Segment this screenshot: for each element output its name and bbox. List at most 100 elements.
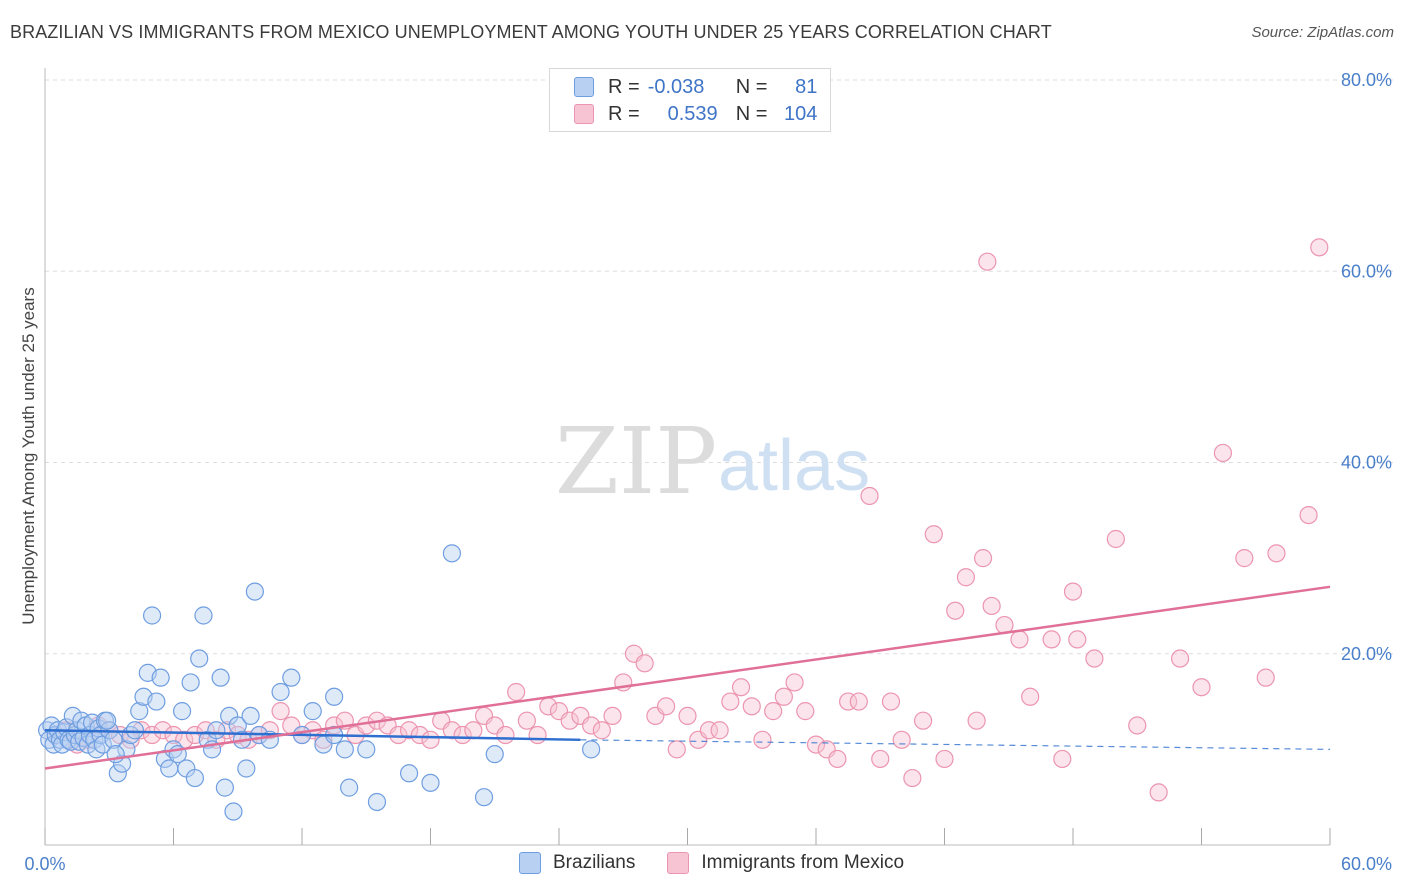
legend-n-label: N =: [735, 75, 768, 98]
point-mexico: [956, 568, 976, 587]
point-brazilians: [98, 711, 117, 730]
point-mexico: [635, 654, 654, 673]
legend-swatch-blue: [519, 852, 541, 874]
point-mexico: [389, 725, 408, 745]
point-mexico: [871, 749, 890, 769]
point-mexico: [806, 735, 826, 754]
point-mexico: [982, 596, 1001, 616]
point-brazilians: [241, 706, 260, 726]
point-mexico: [1053, 749, 1072, 769]
legend-row-brazilians: R = -0.038 N = 81: [574, 75, 817, 99]
point-brazilians: [108, 764, 127, 783]
trend-brazilians: [44, 729, 581, 742]
point-mexico: [582, 716, 601, 735]
chart-title: BRAZILIAN VS IMMIGRANTS FROM MEXICO UNEM…: [10, 22, 1052, 42]
point-mexico: [973, 549, 993, 568]
point-mexico: [517, 711, 536, 730]
trend-brazilians-extension: [580, 739, 1331, 750]
point-brazilians: [151, 668, 170, 687]
point-brazilians: [63, 706, 82, 726]
point-mexico: [828, 749, 847, 769]
point-mexico: [785, 673, 804, 692]
point-brazilians: [130, 702, 149, 721]
legend-r-label: R =: [608, 75, 640, 98]
x-tick-label: 0.0%: [24, 854, 65, 874]
grid-lines: [45, 79, 1395, 655]
legend-swatch-pink: [574, 104, 594, 124]
point-mexico: [1256, 668, 1275, 687]
point-mexico: [464, 721, 483, 740]
point-mexico: [1170, 649, 1190, 668]
point-brazilians: [340, 778, 359, 797]
point-brazilians: [207, 721, 226, 740]
y-axis-label: Unemployment Among Youth under 25 years: [19, 287, 38, 624]
point-brazilians: [112, 754, 132, 773]
point-mexico: [453, 725, 472, 745]
point-mexico: [731, 678, 751, 697]
point-mexico: [528, 725, 547, 745]
point-brazilians: [282, 668, 301, 687]
point-mexico: [592, 721, 611, 740]
point-brazilians: [485, 745, 504, 764]
legend-label-mexico: Immigrants from Mexico: [701, 852, 905, 873]
point-brazilians: [367, 792, 387, 812]
point-mexico: [881, 692, 901, 711]
legend-swatch-pink: [667, 852, 690, 874]
legend-n-label: N =: [735, 102, 768, 125]
watermark-zip: ZIP: [555, 408, 717, 515]
watermark-atlas: atlas: [718, 426, 870, 506]
point-mexico: [860, 486, 879, 506]
x-tick-label: 60.0%: [1341, 854, 1392, 874]
point-brazilians: [303, 702, 322, 721]
y-tick-label: 60.0%: [1341, 261, 1392, 281]
legend-swatch-blue: [574, 77, 594, 97]
point-mexico: [142, 725, 162, 745]
point-mexico: [903, 768, 922, 788]
point-mexico: [1299, 505, 1318, 525]
point-brazilians: [237, 759, 256, 778]
trend-lines: [44, 585, 1331, 770]
point-brazilians: [245, 582, 264, 601]
point-mexico: [1149, 783, 1168, 802]
point-brazilians: [442, 544, 462, 563]
point-mexico: [1021, 687, 1040, 706]
stats-legend: R = -0.038 N = 81 R = 0.539 N = 104: [549, 68, 831, 132]
point-mexico: [507, 682, 526, 702]
point-brazilians: [357, 740, 376, 759]
point-mexico: [678, 706, 697, 726]
point-mexico: [1267, 544, 1286, 563]
legend-r-value: 0.539: [667, 102, 718, 125]
series-legend: Brazilians Immigrants from Mexico: [519, 852, 936, 874]
point-mexico: [892, 730, 911, 749]
point-mexico: [132, 721, 151, 740]
axes: [44, 68, 1331, 846]
point-mexico: [1310, 238, 1329, 257]
point-mexico: [839, 692, 858, 711]
point-mexico: [496, 725, 515, 745]
point-mexico: [1235, 549, 1254, 568]
legend-n-value: 81: [795, 75, 818, 98]
legend-item-mexico[interactable]: Immigrants from Mexico: [667, 852, 904, 874]
point-mexico: [271, 702, 290, 721]
point-mexico: [913, 711, 933, 730]
point-brazilians: [147, 692, 166, 711]
point-mexico: [796, 702, 815, 721]
point-mexico: [164, 725, 183, 745]
point-brazilians: [474, 788, 494, 807]
point-brazilians: [582, 740, 601, 759]
y-tick-label: 40.0%: [1341, 453, 1392, 473]
legend-item-brazilians[interactable]: Brazilians: [519, 852, 635, 874]
point-mexico: [710, 721, 729, 740]
point-mexico: [1213, 443, 1233, 463]
point-mexico: [1128, 716, 1147, 735]
point-mexico: [967, 711, 986, 730]
point-brazilians: [194, 606, 213, 625]
point-mexico: [946, 601, 965, 620]
point-mexico: [1063, 582, 1083, 601]
point-brazilians: [421, 773, 440, 792]
point-mexico: [924, 525, 943, 544]
point-brazilians: [224, 802, 243, 821]
point-brazilians: [215, 778, 234, 797]
point-mexico: [1106, 529, 1125, 549]
